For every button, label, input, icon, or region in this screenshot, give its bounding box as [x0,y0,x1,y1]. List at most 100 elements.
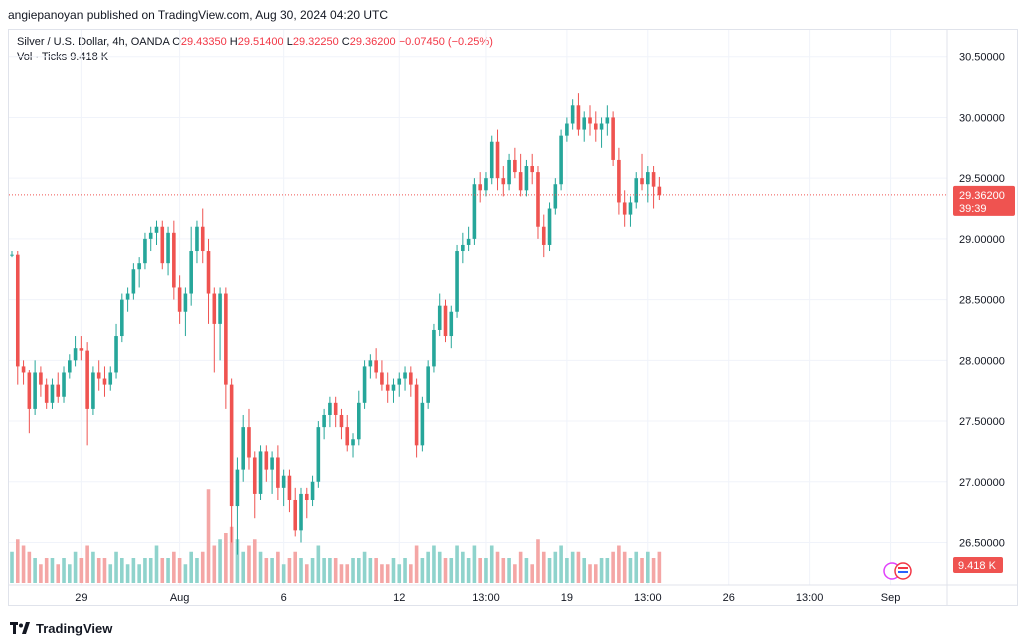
x-tick-label: 13:00 [796,592,824,604]
candle-body [582,117,587,130]
candle-body [212,293,217,324]
volume-bar [472,545,477,583]
volume-bar [443,558,448,583]
volume-bar [166,558,170,583]
volume-bar [200,551,205,583]
volume-bar [437,551,442,583]
candle-body [588,117,592,124]
candle-body [437,305,442,330]
volume-bar [247,545,251,583]
volume-bar [15,539,20,583]
candle-body [50,384,55,403]
volume-bar [351,558,355,583]
candle-body [281,475,286,488]
volume-badge [953,557,1003,573]
volume-bar [27,551,32,583]
volume-bar [385,564,390,583]
volume-bar [102,558,107,583]
volume-bar [137,564,141,583]
volume-bar [617,545,621,583]
candle-body [345,427,350,446]
footer-brand[interactable]: TradingView [10,619,112,637]
volume-bar [206,489,211,583]
flag-stripe-icon [898,571,908,573]
volume-bar [131,558,136,583]
candle-body [362,366,367,403]
close-value: 29.36200 [349,36,396,48]
volume-bar [391,558,396,583]
x-tick-label: 13:00 [634,592,662,604]
symbol-label[interactable]: Silver / U.S. Dollar, 4h, OANDA [17,36,170,48]
candle-body [293,499,298,531]
countdown-label: 39:39 [959,203,987,215]
volume-bar [44,558,49,583]
y-tick-label: 26.50000 [959,537,1005,549]
x-tick-label: 26 [723,592,735,604]
low-label: L [286,36,293,48]
volume-bar [229,526,234,583]
volume-bar [345,564,350,583]
x-tick-label: 12 [393,592,405,604]
candle-body [200,226,205,252]
volume-bar [322,558,326,583]
candle-body [264,451,269,470]
volume-bar [160,558,165,583]
candle-body [252,457,257,494]
candle-body [21,366,26,373]
candle-body [270,457,274,470]
volume-bar [513,564,517,583]
tradingview-logo-icon [10,622,30,634]
candle-body [114,336,118,373]
volume-bar [611,551,615,583]
volume-bar [501,558,506,583]
volume-bar [241,551,245,583]
volume-bar [374,558,378,583]
candle-body [125,293,130,300]
candle-body [39,372,43,385]
candle-body [310,481,315,500]
high-label: H [229,36,238,48]
brand-name: TradingView [36,620,113,636]
volume-bar [50,558,55,583]
candle-body [10,254,14,256]
volume-bar [432,545,436,583]
volume-bar [276,551,280,583]
candle-body [96,372,101,379]
candle-body [218,293,222,324]
volume-bar [120,558,124,583]
candle-body [461,244,465,252]
candle-body [484,178,488,191]
candle-body [299,493,303,531]
x-tick-label: 29 [75,592,87,604]
volume-bar [183,564,188,583]
price-legend: Silver / U.S. Dollar, 4h, OANDA O29.4335… [17,35,493,50]
candle-body [547,208,552,245]
volume-bar [495,551,500,583]
volume-bar [62,558,66,583]
candle-body [91,372,95,409]
candle-body [206,251,211,294]
candle-body [73,348,78,361]
volume-bar [507,558,511,583]
volume-bar [420,558,425,583]
candle-body [154,226,159,233]
volume-bar [79,558,84,583]
candle-body [518,172,523,191]
candle-body [148,232,153,239]
volume-bar [362,551,367,583]
y-tick-label: 29.50000 [959,173,1005,185]
x-tick-label: 19 [561,592,573,604]
candle-body [409,372,413,385]
candle-body [247,427,251,458]
volume-bar [287,558,292,583]
x-tick-label: 6 [281,592,287,604]
candle-body [617,159,621,203]
candle-body [524,166,529,191]
candle-body [599,123,604,130]
volume-bar [449,558,454,583]
volume-bar [304,564,309,583]
candle-body [634,178,639,203]
y-tick-label: 30.50000 [959,52,1005,64]
volume-bar [270,558,274,583]
